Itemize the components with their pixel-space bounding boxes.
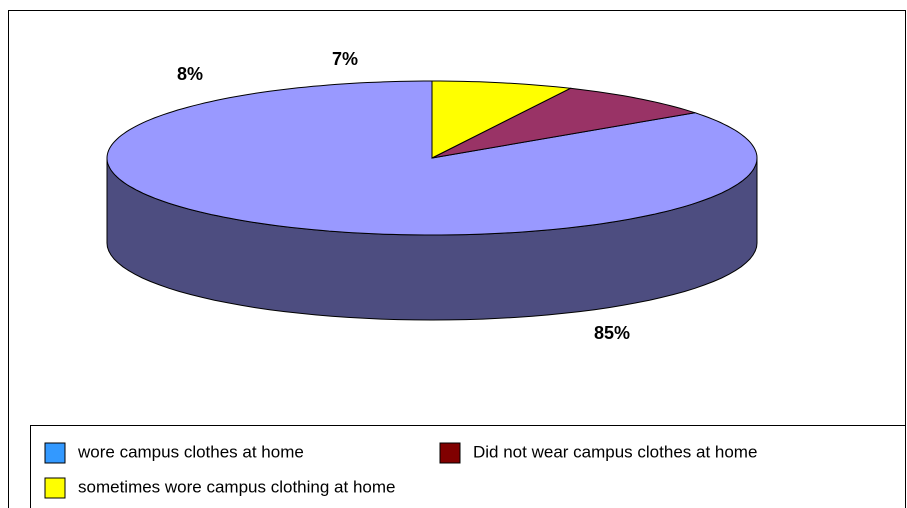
chart-border — [8, 10, 906, 508]
data-label: 85% — [594, 323, 630, 343]
slice — [431, 87, 696, 159]
data-label: 7% — [332, 49, 358, 69]
legend-swatch — [44, 442, 66, 464]
legend-swatch — [44, 477, 66, 499]
slice — [431, 80, 573, 159]
legend-swatch — [439, 442, 461, 464]
legend-border — [30, 425, 906, 508]
data-label: 8% — [177, 64, 203, 84]
legend-label: sometimes wore campus clothing at home — [78, 477, 395, 496]
legend-label: Did not wear campus clothes at home — [473, 442, 757, 461]
legend-label: wore campus clothes at home — [77, 442, 304, 461]
